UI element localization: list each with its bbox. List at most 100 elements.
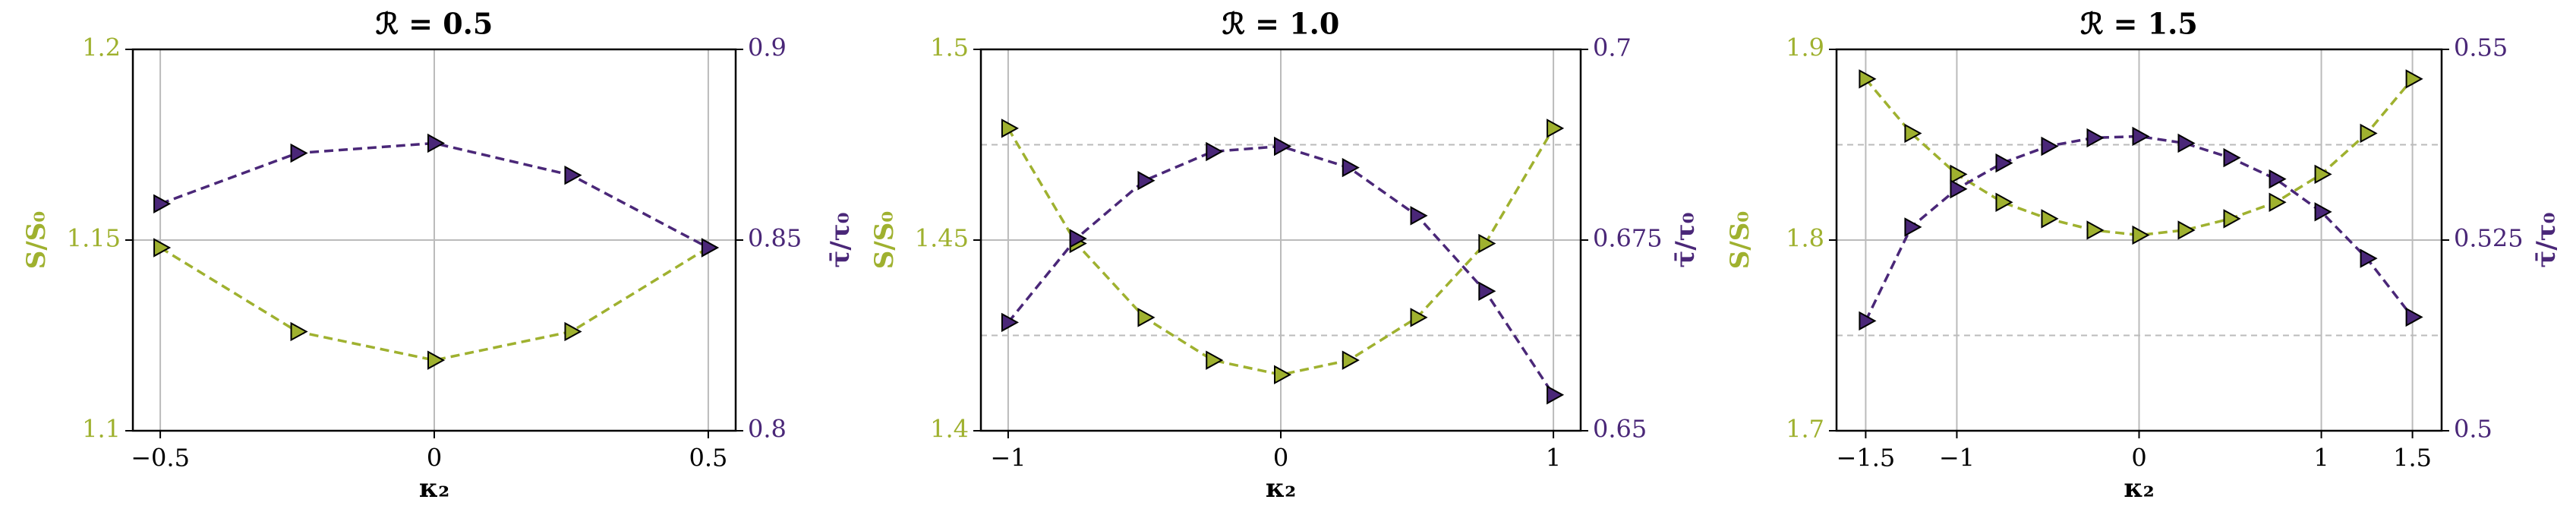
axes-frame — [131, 48, 737, 432]
marker — [427, 350, 446, 370]
y-tick-label: 1.9 — [1786, 33, 1824, 62]
marker — [2132, 126, 2150, 147]
marker — [1904, 123, 1922, 144]
y2-tick-label: 0.65 — [1593, 415, 1647, 444]
y-tick-label: 1.45 — [915, 224, 969, 253]
marker — [2041, 136, 2059, 156]
marker — [701, 238, 719, 258]
marker — [2132, 225, 2150, 245]
axes-frame — [1835, 48, 2443, 432]
x-tick-label: 0.5 — [689, 444, 727, 473]
marker — [2269, 169, 2287, 189]
marker — [2223, 147, 2241, 168]
marker — [2086, 128, 2105, 148]
y-tick-label: 1.7 — [1786, 415, 1824, 444]
x-tick-label: 1.5 — [2393, 444, 2432, 473]
marker — [1001, 119, 1019, 138]
marker — [2360, 248, 2378, 268]
y-tick-label: 1.15 — [67, 224, 121, 253]
marker — [1206, 141, 1224, 162]
marker — [1547, 385, 1565, 405]
marker — [1859, 69, 1877, 89]
marker — [564, 165, 582, 185]
x-tick-label: 1 — [1546, 444, 1561, 473]
marker — [2314, 164, 2332, 185]
y-axis-label: S/S₀ — [869, 211, 900, 269]
marker — [564, 321, 582, 342]
y2-tick-label: 0.9 — [748, 33, 787, 62]
y2-tick-label: 0.8 — [748, 415, 787, 444]
x-axis-label: κ₂ — [1266, 473, 1296, 504]
marker — [2177, 220, 2196, 240]
marker — [1995, 192, 2013, 212]
marker — [153, 194, 172, 214]
x-tick-label: −0.5 — [131, 444, 190, 473]
marker — [1137, 170, 1156, 191]
x-tick-label: 1 — [2313, 444, 2328, 473]
marker — [1478, 233, 1496, 254]
marker — [1137, 308, 1156, 327]
x-tick-label: 0 — [1273, 444, 1288, 473]
marker — [1904, 217, 1922, 237]
y2-axis-label: τ̄/τ₀ — [2531, 212, 2562, 267]
x-tick-label: 0 — [2131, 444, 2146, 473]
y2-tick-label: 0.675 — [1593, 224, 1663, 253]
x-tick-label: −1 — [1939, 444, 1975, 473]
marker — [1995, 153, 2013, 173]
marker — [1547, 119, 1565, 138]
y-axis-label: S/S₀ — [1725, 211, 1755, 269]
y2-axis-label: τ̄/τ₀ — [1670, 212, 1701, 267]
y-tick-label: 1.5 — [930, 33, 969, 62]
marker — [1950, 179, 1968, 199]
marker — [2360, 123, 2378, 144]
marker — [2086, 220, 2105, 240]
panel-title: ℛ = 1.5 — [2080, 7, 2198, 41]
y2-tick-label: 0.85 — [748, 224, 802, 253]
panel-title: ℛ = 0.5 — [376, 7, 493, 41]
marker — [290, 143, 308, 163]
y2-tick-label: 0.5 — [2454, 415, 2492, 444]
marker — [1478, 281, 1496, 301]
marker — [2314, 202, 2332, 222]
marker — [2405, 307, 2423, 327]
marker — [2177, 133, 2196, 153]
y-tick-label: 1.4 — [930, 415, 969, 444]
x-tick-label: −1.5 — [1837, 444, 1896, 473]
marker — [427, 133, 446, 153]
marker — [2405, 69, 2423, 89]
y2-tick-label: 0.525 — [2454, 224, 2524, 253]
marker — [1274, 365, 1292, 384]
marker — [1069, 229, 1087, 248]
marker — [1410, 206, 1428, 226]
marker — [153, 238, 172, 258]
x-tick-label: 0 — [427, 444, 442, 473]
marker — [2269, 192, 2287, 212]
marker — [1001, 312, 1019, 333]
x-axis-label: κ₂ — [419, 473, 449, 504]
series-line — [159, 246, 709, 362]
marker — [2223, 209, 2241, 229]
marker — [1206, 350, 1224, 370]
y2-axis-label: τ̄/τ₀ — [825, 212, 856, 267]
marker — [290, 321, 308, 342]
marker — [1342, 157, 1360, 178]
y-tick-label: 1.1 — [82, 415, 121, 444]
axes-frame — [979, 48, 1582, 432]
panel-title: ℛ = 1.0 — [1222, 7, 1340, 41]
marker — [1859, 311, 1877, 331]
y2-tick-label: 0.7 — [1593, 33, 1632, 62]
y-tick-label: 1.2 — [82, 33, 121, 62]
series-line — [1007, 128, 1555, 376]
x-axis-label: κ₂ — [2124, 473, 2154, 504]
x-tick-label: −1 — [990, 444, 1026, 473]
marker — [1274, 136, 1292, 156]
marker — [2041, 209, 2059, 229]
marker — [1950, 164, 1968, 185]
y2-tick-label: 0.55 — [2454, 33, 2508, 62]
marker — [1410, 308, 1428, 327]
marker — [1342, 350, 1360, 370]
y-tick-label: 1.8 — [1786, 224, 1824, 253]
y-axis-label: S/S₀ — [21, 211, 52, 269]
